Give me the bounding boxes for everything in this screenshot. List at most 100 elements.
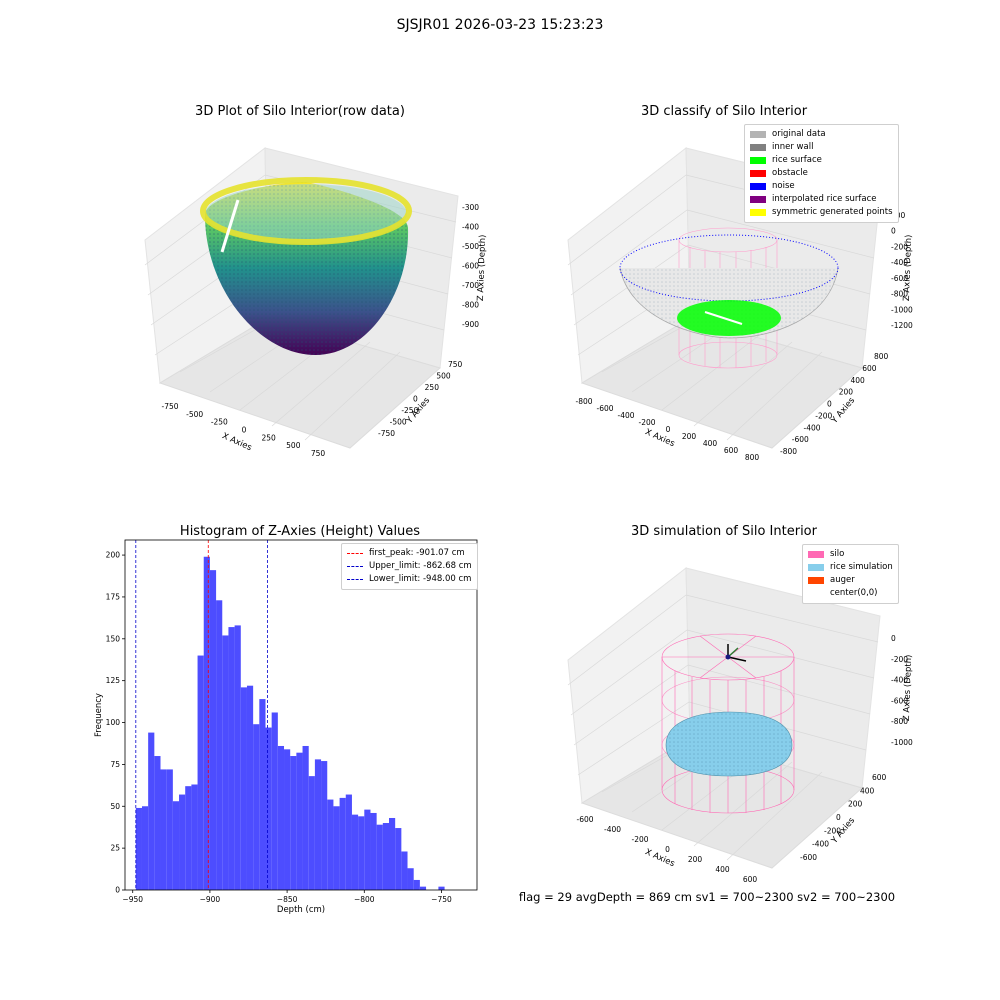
simulation-x-tick: 600 <box>743 875 758 884</box>
histogram-x-tick-label: −950 <box>122 895 143 904</box>
histogram-legend: first_peak: -901.07 cm Upper_limit: -862.… <box>341 543 478 590</box>
histogram-bar <box>234 625 241 890</box>
legend-swatch <box>750 196 766 203</box>
histogram-bar <box>308 776 315 890</box>
legend-swatch <box>808 577 824 584</box>
histogram-bar <box>302 745 309 890</box>
legend-label: rice simulation <box>830 562 893 572</box>
simulation-y-tick: 600 <box>872 773 887 782</box>
simulation-z-tick: -1000 <box>891 738 913 747</box>
figure-suptitle: SJSJR01 2026-03-23 15:23:23 <box>396 17 604 33</box>
simulation-x-tick: -200 <box>631 835 648 844</box>
simulation-auger <box>725 644 747 662</box>
histogram-y-tick-label: 25 <box>110 844 120 853</box>
histogram-bar <box>271 712 278 890</box>
classify-y-label: Y Axies <box>829 395 857 426</box>
histogram-y-tick-label: 175 <box>106 592 121 601</box>
raw-bowl-rim <box>200 177 412 245</box>
legend-swatch <box>808 564 824 571</box>
raw-z-ticks: -300 -400 -500 -600 -700 -800 -900 <box>462 203 479 329</box>
histogram-y-label: Frequency <box>94 693 104 737</box>
histogram-bar <box>358 816 365 890</box>
raw-x-tick: -500 <box>186 410 203 419</box>
histogram-y-tick-label: 0 <box>115 886 120 895</box>
raw-z-tick: -900 <box>462 320 479 329</box>
classify-x-label: X Axies <box>643 427 676 449</box>
legend-swatch <box>347 553 363 554</box>
histogram-bar <box>296 752 303 890</box>
raw-x-tick: -750 <box>161 402 178 411</box>
histogram-bar <box>222 635 229 890</box>
histogram-x-tick-label: −800 <box>354 895 375 904</box>
legend-label: center(0,0) <box>830 588 878 598</box>
legend-swatch <box>750 131 766 138</box>
histogram-bar <box>376 824 383 890</box>
classify-x-tick: 400 <box>703 439 718 448</box>
legend-label: noise <box>772 181 795 191</box>
classify-plot-title: 3D classify of Silo Interior <box>640 104 808 119</box>
histogram-bar <box>265 727 272 890</box>
simulation-x-tick: -600 <box>576 815 593 824</box>
simulation-x-tick: 400 <box>715 865 730 874</box>
classify-z-tick: -1000 <box>891 305 913 314</box>
histogram-bar <box>166 769 173 890</box>
raw-x-label: X Axies <box>220 431 253 453</box>
simulation-plot-title: 3D simulation of Silo Interior <box>631 524 817 539</box>
raw-z-tick: -500 <box>462 242 479 251</box>
simulation-x-ticks: -600 -400 -200 0 200 400 600 <box>576 815 757 884</box>
simulation-z-label: Z Axies (Depth) <box>902 654 914 721</box>
legend-entry: silo <box>808 548 893 561</box>
raw-y-tick: 0 <box>413 395 418 404</box>
histogram-frame <box>124 539 478 891</box>
histogram-axes: −950 −900 −850 −800 −750 0 25 50 75 100 125 150 175… <box>94 539 478 915</box>
legend-entry: auger <box>808 574 893 587</box>
simulation-z-tick: -600 <box>891 696 908 705</box>
classify-y-tick: 200 <box>839 388 854 397</box>
histogram-y-tick-label: 150 <box>106 634 121 643</box>
simulation-x-tick: -400 <box>604 825 621 834</box>
simulation-x-label: X Axies <box>643 847 676 869</box>
legend-swatch <box>750 157 766 164</box>
histogram-y-tick-label: 125 <box>106 676 121 685</box>
status-line: flag = 29 avgDepth = 869 cm sv1 = 700~23… <box>518 890 896 904</box>
raw-y-tick: 250 <box>425 383 440 392</box>
histogram-bar <box>321 761 328 890</box>
legend-entry: noise <box>750 180 893 193</box>
legend-entry: rice simulation <box>808 561 893 574</box>
histogram-bar <box>345 794 352 890</box>
legend-entry: original data <box>750 128 893 141</box>
raw-z-tick: -300 <box>462 203 479 212</box>
legend-label: rice surface <box>772 155 822 165</box>
histogram-bar <box>246 685 254 890</box>
classify-x-tick: -400 <box>617 411 634 420</box>
simulation-y-tick: -400 <box>812 840 829 849</box>
histogram-bar <box>395 828 402 890</box>
simulation-legend: silo rice simulation auger center(0,0) <box>802 544 899 604</box>
legend-entry: first_peak: -901.07 cm <box>347 547 472 560</box>
classify-z-tick: -800 <box>891 290 908 299</box>
legend-label: Upper_limit: -862.68 cm <box>369 561 472 571</box>
histogram-y-tick-label: 50 <box>110 802 120 811</box>
legend-entry: rice surface <box>750 154 893 167</box>
histogram-bar <box>370 812 377 890</box>
histogram-bar <box>216 600 223 890</box>
histogram-x-tick-label: −750 <box>431 895 452 904</box>
simulation-y-tick: -600 <box>800 853 817 862</box>
histogram-title: Histogram of Z-Axies (Height) Values <box>179 524 421 539</box>
raw-z-tick: -700 <box>462 281 479 290</box>
histogram-bar <box>259 699 266 890</box>
histogram-bar <box>327 799 334 890</box>
histogram-bar <box>191 784 198 890</box>
classify-y-ticks: -800 -600 -400 -200 0 200 400 600 800 <box>780 352 889 456</box>
legend-entry: obstacle <box>750 167 893 180</box>
classify-x-ticks: -800 -600 -400 -200 0 200 400 600 800 <box>575 397 759 462</box>
classify-x-tick: 600 <box>724 446 739 455</box>
classify-x-tick: -600 <box>596 404 613 413</box>
classify-z-tick: -200 <box>891 242 908 251</box>
raw-x-ticks: -750 -500 -250 0 250 500 750 <box>161 402 325 458</box>
classify-y-tick: 600 <box>862 364 877 373</box>
classify-y-tick: 800 <box>874 352 889 361</box>
raw-z-label: Z Axies (Depth) <box>476 234 488 301</box>
classify-noise-ring <box>619 234 839 302</box>
legend-entry: inner wall <box>750 141 893 154</box>
